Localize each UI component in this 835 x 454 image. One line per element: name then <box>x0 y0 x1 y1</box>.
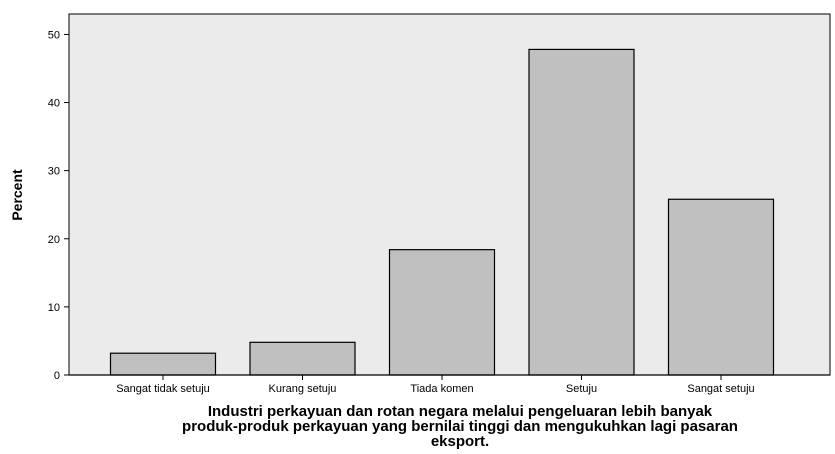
x-axis-label-line-1: Industri perkayuan dan rotan negara mela… <box>208 403 713 420</box>
x-axis: Sangat tidak setuju Kurang setuju Tiada ko… <box>69 374 830 395</box>
x-axis-label-line-3: eksport. <box>431 433 489 449</box>
x-tick-label: Kurang setuju <box>269 383 337 395</box>
y-tick-label: 40 <box>48 98 60 110</box>
x-tick-label: Setuju <box>566 383 597 395</box>
bar <box>109 352 217 376</box>
x-tick-label: Sangat setuju <box>687 383 754 395</box>
bar <box>388 249 496 376</box>
x-tick-label: Sangat tidak setuju <box>116 383 210 395</box>
bar <box>249 341 356 376</box>
y-axis-label: Percent <box>9 169 25 221</box>
x-axis-label-line-2: produk-produk perkayuan yang bernilai ti… <box>182 418 738 435</box>
bar <box>667 198 775 376</box>
y-tick-label: 20 <box>48 234 60 246</box>
y-tick-label: 10 <box>48 302 60 314</box>
y-axis: 0 10 20 30 40 50 <box>48 29 69 382</box>
y-tick-label: 0 <box>54 370 60 382</box>
bars-group <box>109 48 775 376</box>
y-tick-label: 50 <box>48 29 60 41</box>
x-tick-label: Tiada komen <box>410 383 473 395</box>
y-tick-label: 30 <box>48 166 60 178</box>
bar <box>528 48 635 376</box>
